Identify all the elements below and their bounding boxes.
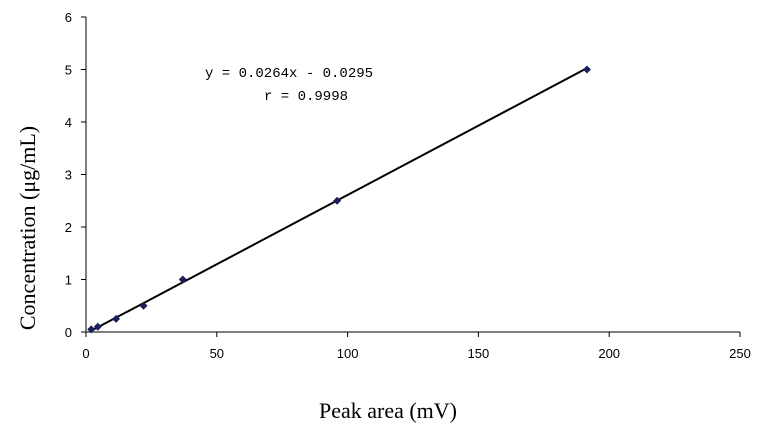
data-point: [178, 275, 187, 284]
x-tick-label: 100: [337, 346, 359, 361]
correlation-coefficient: r = 0.9998: [264, 89, 348, 105]
data-point: [582, 65, 591, 74]
y-axis-title: Concentration (μg/mL): [15, 126, 40, 330]
data-point: [112, 314, 121, 323]
data-point: [139, 301, 148, 310]
x-tick-label: 200: [598, 346, 620, 361]
y-tick-label: 5: [65, 63, 72, 78]
data-point: [333, 196, 342, 205]
data-point: [87, 325, 96, 334]
y-tick-label: 2: [65, 220, 72, 235]
x-tick-label: 50: [210, 346, 224, 361]
x-tick-label: 0: [82, 346, 89, 361]
x-tick-label: 150: [468, 346, 490, 361]
x-axis-ticks: 0 50 100 150 200 250: [82, 332, 751, 361]
x-tick-label: 250: [729, 346, 751, 361]
regression-equation: y = 0.0264x - 0.0295: [205, 66, 373, 82]
y-tick-label: 1: [65, 273, 72, 288]
y-tick-label: 3: [65, 168, 72, 183]
y-tick-label: 6: [65, 10, 72, 25]
y-tick-label: 0: [65, 325, 72, 340]
plot-area: [85, 17, 740, 333]
y-axis-ticks: 0 1 2 3 4 5 6: [65, 10, 86, 340]
x-axis-title: Peak area (mV): [319, 398, 457, 423]
y-tick-label: 4: [65, 115, 72, 130]
data-point: [93, 322, 102, 331]
data-marks: [87, 65, 591, 334]
